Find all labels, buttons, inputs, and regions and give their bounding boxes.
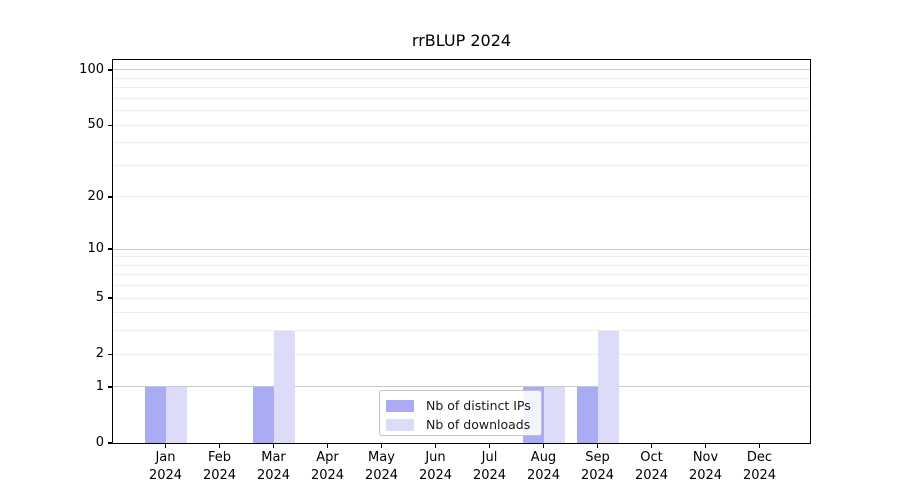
gridline-minor <box>113 285 810 287</box>
x-tick-label: May 2024 <box>364 450 399 483</box>
x-tick-label: Apr 2024 <box>310 450 345 483</box>
gridline-minor <box>113 97 810 99</box>
legend-swatch-distinct-ips <box>386 399 414 412</box>
gridline-minor <box>113 264 810 266</box>
y-tick-label: 20 <box>87 188 104 204</box>
x-tick-mark <box>758 443 761 448</box>
bar-distinct-ips <box>144 386 166 443</box>
x-tick-mark <box>434 443 437 448</box>
legend-item-distinct-ips: Nb of distinct IPs <box>386 396 541 415</box>
gridline-major <box>113 248 810 250</box>
x-tick-mark <box>380 443 383 448</box>
x-tick-mark <box>650 443 653 448</box>
bar-distinct-ips <box>576 386 598 443</box>
y-tick-label: 2 <box>95 346 104 362</box>
gridline-minor <box>113 353 810 355</box>
y-tick-mark <box>108 353 113 355</box>
y-tick-mark <box>108 248 113 250</box>
x-tick-mark <box>218 443 221 448</box>
bar-downloads <box>597 330 619 443</box>
y-tick-label: 10 <box>87 241 104 257</box>
x-tick-label: Aug 2024 <box>526 450 561 483</box>
x-tick-label: Dec 2024 <box>742 450 777 483</box>
x-tick-label: Jan 2024 <box>148 450 183 483</box>
x-tick-label: Sep 2024 <box>580 450 615 483</box>
y-tick-label: 100 <box>79 61 104 77</box>
legend: Nb of distinct IPs Nb of downloads <box>379 390 542 436</box>
gridline-minor <box>113 124 810 126</box>
x-tick-mark <box>596 443 599 448</box>
gridline-minor <box>113 77 810 79</box>
y-tick-mark <box>108 386 113 388</box>
x-tick-mark <box>704 443 707 448</box>
gridline-minor <box>113 196 810 198</box>
x-tick-label: Oct 2024 <box>634 450 669 483</box>
x-tick-label: Feb 2024 <box>202 450 237 483</box>
y-tick-mark <box>108 442 113 444</box>
bar-downloads <box>165 386 187 443</box>
legend-swatch-downloads <box>386 418 414 431</box>
legend-label-downloads: Nb of downloads <box>426 417 531 432</box>
x-tick-mark <box>542 443 545 448</box>
gridline-minor <box>113 274 810 276</box>
gridline-minor <box>113 110 810 112</box>
bar-distinct-ips <box>252 386 274 443</box>
x-tick-mark <box>164 443 167 448</box>
x-tick-mark <box>326 443 329 448</box>
x-tick-label: Jul 2024 <box>472 450 507 483</box>
x-tick-mark <box>488 443 491 448</box>
gridline-minor <box>113 142 810 144</box>
gridline-minor <box>113 164 810 166</box>
gridline-minor <box>113 87 810 89</box>
gridline-minor <box>113 312 810 314</box>
x-tick-label: Nov 2024 <box>688 450 723 483</box>
bar-downloads <box>273 330 295 443</box>
gridline-minor <box>113 330 810 332</box>
legend-item-downloads: Nb of downloads <box>386 415 541 434</box>
y-tick-mark <box>108 124 113 126</box>
x-tick-mark <box>272 443 275 448</box>
legend-label-distinct-ips: Nb of distinct IPs <box>426 398 531 413</box>
y-tick-label: 0 <box>95 435 104 450</box>
y-tick-label: 50 <box>87 117 104 133</box>
y-tick-label: 5 <box>95 290 104 306</box>
gridline-major <box>113 386 810 388</box>
gridline-major <box>113 69 810 71</box>
x-tick-label: Mar 2024 <box>256 450 291 483</box>
gridline-minor <box>113 297 810 299</box>
chart-title: rrBLUP 2024 <box>411 31 512 50</box>
y-tick-mark <box>108 69 113 71</box>
bar-downloads <box>543 386 565 443</box>
y-tick-label: 1 <box>95 378 104 394</box>
y-tick-mark <box>108 196 113 198</box>
gridline-minor <box>113 256 810 258</box>
y-tick-mark <box>108 297 113 299</box>
x-tick-label: Jun 2024 <box>418 450 453 483</box>
